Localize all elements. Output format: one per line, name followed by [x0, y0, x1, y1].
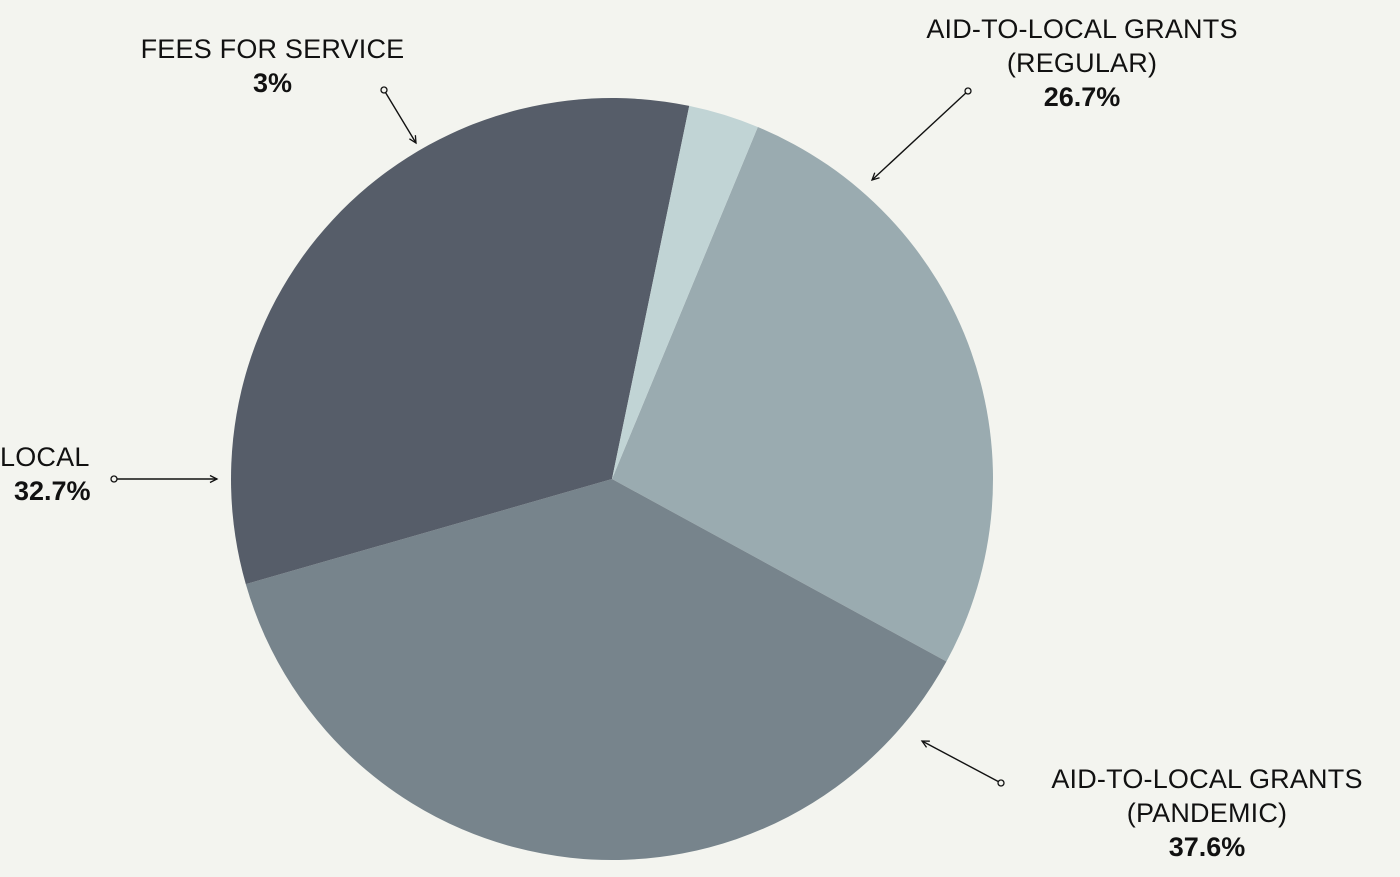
connector-aid-to-local-pandemic-line — [920, 740, 1002, 784]
slice-fees-for-service — [612, 105, 758, 480]
connector-local-dot — [110, 475, 118, 483]
slice-local — [231, 98, 690, 585]
connector-fees-for-service-line — [383, 89, 417, 145]
slice-aid-to-local-regular — [612, 127, 994, 662]
label-connectors — [110, 86, 1005, 787]
label-aid-to-local-pandemic-percent: 37.6% — [1168, 832, 1246, 862]
label-fees-for-service-name: FEES FOR SERVICE — [140, 34, 405, 64]
connector-fees-for-service-dot — [380, 86, 388, 94]
connector-aid-to-local-pandemic-dot — [997, 779, 1005, 787]
label-local-name: LOCAL — [0, 442, 90, 472]
connector-aid-to-local-regular-line — [870, 90, 969, 181]
connector-aid-to-local-regular-dot — [964, 87, 972, 95]
pie-slices — [231, 98, 994, 861]
label-aid-to-local-pandemic: AID-TO-LOCAL GRANTS (PANDEMIC) 37.6% — [1022, 762, 1392, 864]
label-fees-for-service: FEES FOR SERVICE 3% — [130, 32, 415, 100]
label-aid-to-local-regular: AID-TO-LOCAL GRANTS (REGULAR) 26.7% — [900, 12, 1264, 114]
label-aid-to-local-regular-line1: AID-TO-LOCAL GRANTS — [926, 14, 1238, 44]
label-aid-to-local-pandemic-line2: (PANDEMIC) — [1126, 798, 1288, 828]
label-aid-to-local-regular-line2: (REGULAR) — [1006, 48, 1158, 78]
label-aid-to-local-pandemic-line1: AID-TO-LOCAL GRANTS — [1051, 764, 1363, 794]
slice-aid-to-local-pandemic — [245, 479, 947, 861]
label-local: LOCAL 32.7% — [0, 440, 118, 508]
label-aid-to-local-regular-percent: 26.7% — [1043, 82, 1121, 112]
label-local-percent: 32.7% — [14, 476, 91, 506]
label-fees-for-service-percent: 3% — [252, 68, 293, 98]
